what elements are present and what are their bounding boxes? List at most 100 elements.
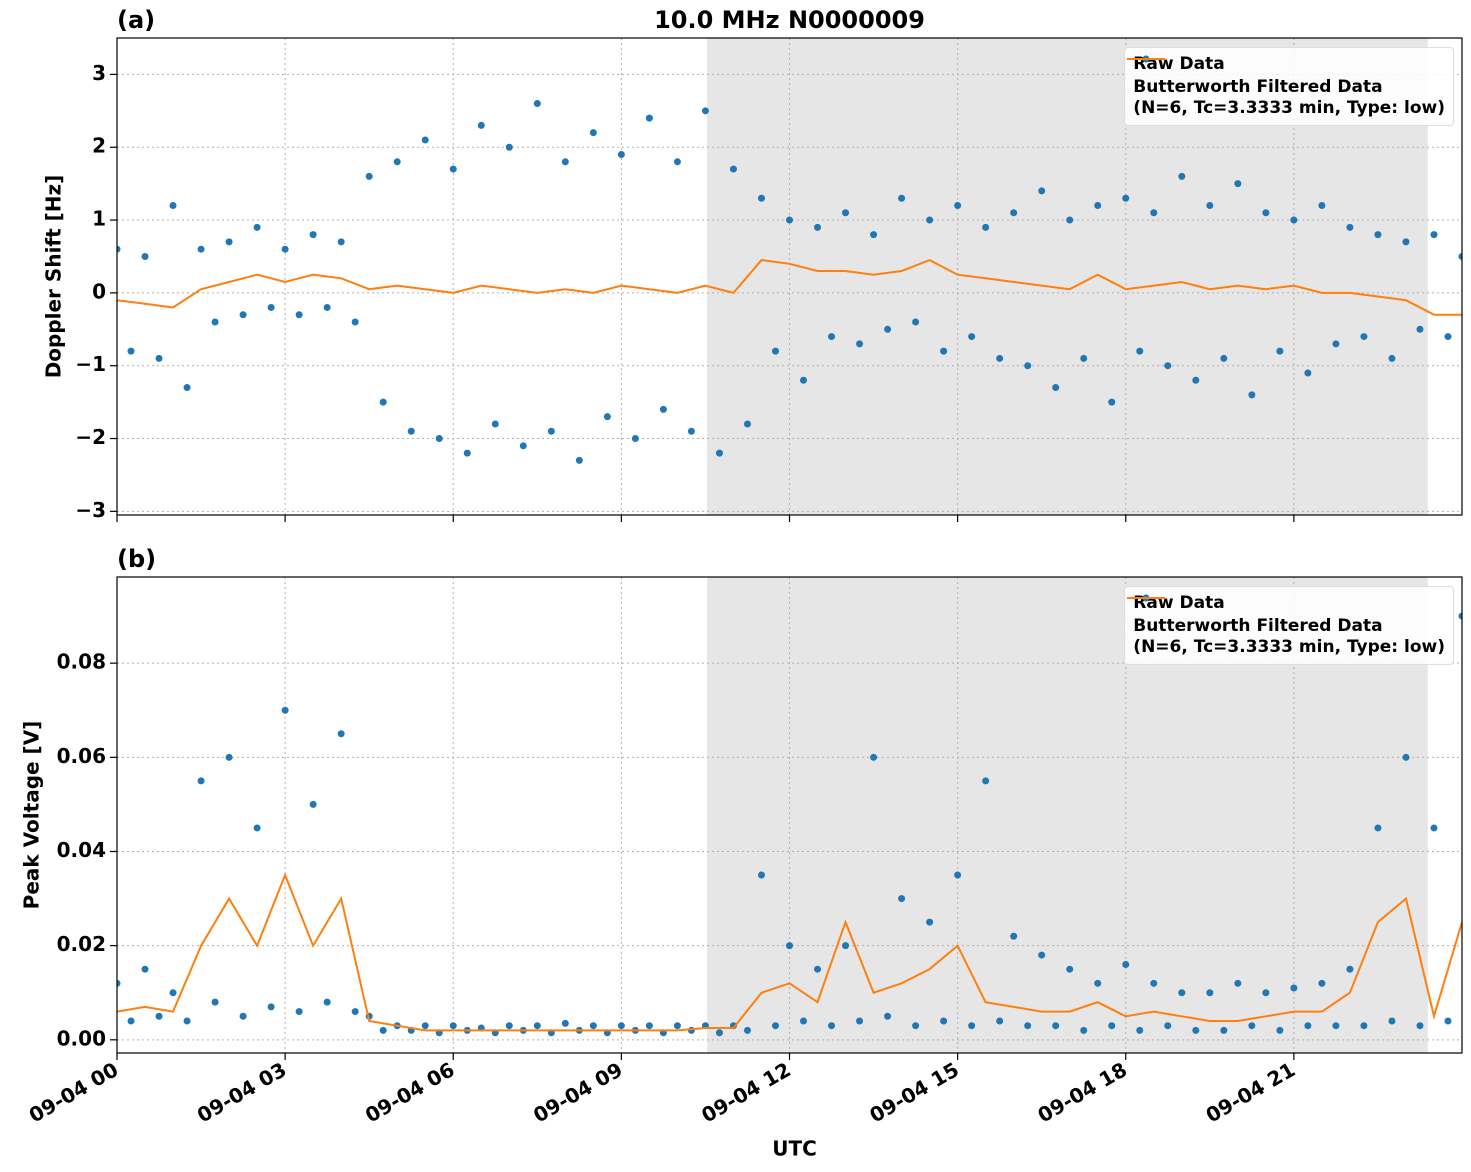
x-tick-label: 09-04 03 (193, 1057, 291, 1127)
legend-entry: Butterworth Filtered Data (N=6, Tc=3.333… (1127, 597, 1445, 658)
raw-point (141, 252, 149, 260)
raw-point (561, 1019, 569, 1027)
raw-point (491, 420, 499, 428)
raw-point (715, 449, 723, 457)
raw-point (1248, 1022, 1256, 1030)
raw-point (117, 245, 121, 253)
raw-point (1388, 1017, 1396, 1025)
raw-point (127, 347, 135, 355)
raw-point (687, 427, 695, 435)
raw-point (1178, 172, 1186, 180)
raw-point (1150, 209, 1158, 217)
y-tick-label: 0.02 (57, 932, 106, 956)
raw-point (351, 318, 359, 326)
raw-point (295, 311, 303, 319)
raw-point (1234, 979, 1242, 987)
raw-point (617, 1022, 625, 1030)
raw-point (1360, 333, 1368, 341)
raw-point (954, 201, 962, 209)
y-tick-label: −2 (75, 425, 106, 449)
axes-frame (116, 576, 1463, 1054)
raw-point (295, 1008, 303, 1016)
raw-point (1206, 201, 1214, 209)
raw-point (365, 172, 373, 180)
y-tick-label: 0.00 (57, 1026, 106, 1050)
raw-point (1290, 984, 1298, 992)
raw-point (1374, 824, 1382, 832)
raw-point (645, 1022, 653, 1030)
raw-point (533, 100, 541, 108)
raw-point (757, 194, 765, 202)
raw-point (968, 1022, 976, 1030)
raw-point (743, 1026, 751, 1034)
raw-point (1458, 612, 1462, 620)
raw-point (743, 420, 751, 428)
raw-point (1276, 1026, 1284, 1034)
raw-point (1052, 384, 1060, 392)
raw-point (127, 1017, 135, 1025)
y-tick-label: 3 (92, 61, 106, 85)
raw-point (253, 223, 261, 231)
legend-label: Butterworth Filtered Data (N=6, Tc=3.333… (1133, 616, 1445, 657)
raw-point (155, 1012, 163, 1020)
y-axis-label: Peak Voltage [V] (20, 721, 44, 910)
y-tick-label: −3 (75, 498, 106, 522)
raw-point (842, 209, 850, 217)
raw-point (1080, 354, 1088, 362)
raw-point (1094, 979, 1102, 987)
x-tick-label: 09-04 00 (25, 1057, 123, 1127)
y-tick-label: 0 (92, 279, 106, 303)
raw-point (982, 223, 990, 231)
raw-point (701, 107, 709, 115)
raw-point (421, 136, 429, 144)
raw-point (1276, 347, 1284, 355)
raw-point (996, 1017, 1004, 1025)
raw-point (267, 303, 275, 311)
raw-point (309, 800, 317, 808)
raw-point (281, 245, 289, 253)
raw-point (982, 777, 990, 785)
raw-point (1318, 979, 1326, 987)
raw-point (856, 1017, 864, 1025)
raw-point (786, 216, 793, 224)
raw-point (1108, 1022, 1116, 1030)
raw-point (842, 942, 850, 950)
raw-point (1402, 753, 1410, 761)
raw-point (505, 1022, 513, 1030)
raw-point (1458, 252, 1462, 260)
raw-point (1304, 1022, 1312, 1030)
raw-point (449, 165, 457, 173)
y-axis-label: Doppler Shift [Hz] (42, 175, 66, 379)
raw-point (1374, 231, 1382, 239)
raw-point (940, 1017, 948, 1025)
x-tick-label: 09-04 18 (1033, 1057, 1131, 1127)
raw-point (1010, 932, 1018, 940)
filtered-line (117, 872, 1462, 1032)
raw-point (1164, 362, 1172, 370)
raw-point (1206, 989, 1214, 997)
raw-point (281, 706, 289, 714)
panel-label: (b) (117, 545, 156, 573)
raw-point (505, 143, 513, 151)
raw-point (828, 333, 836, 341)
raw-point (856, 340, 864, 348)
raw-point (1094, 201, 1102, 209)
raw-point (1402, 238, 1410, 246)
raw-point (1318, 201, 1326, 209)
raw-point (729, 165, 737, 173)
raw-point (786, 942, 793, 950)
raw-point (1080, 1026, 1088, 1034)
raw-point (589, 1022, 597, 1030)
raw-point (1430, 231, 1438, 239)
raw-point (407, 427, 415, 435)
raw-point (1038, 951, 1046, 959)
y-tick-label: 1 (92, 207, 106, 231)
raw-point (1192, 376, 1200, 384)
raw-point (1444, 1017, 1452, 1025)
raw-point (1066, 965, 1074, 973)
legend-entry: Butterworth Filtered Data (N=6, Tc=3.333… (1127, 58, 1445, 119)
x-tick-label: 09-04 06 (361, 1057, 459, 1127)
raw-point (771, 347, 779, 355)
x-tick-label: 09-04 21 (1202, 1057, 1300, 1127)
raw-point (1416, 325, 1424, 333)
